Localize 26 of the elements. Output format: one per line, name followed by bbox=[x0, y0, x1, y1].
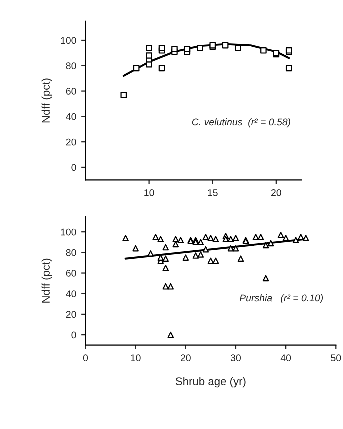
y-tick-label: 80 bbox=[66, 249, 76, 256]
annotation: C. velutinus (r² = 0.58) bbox=[192, 118, 290, 128]
y-tick-label: 20 bbox=[66, 311, 76, 318]
x-tick-label: 10 bbox=[144, 189, 154, 196]
y-tick-label: 100 bbox=[61, 228, 76, 236]
annotation: Purshia (r² = 0.10) bbox=[240, 294, 324, 304]
y-tick-label: 0 bbox=[72, 332, 76, 339]
y-tick-label: 60 bbox=[66, 270, 76, 277]
y-axis-title: Ndff (pct) bbox=[42, 78, 52, 123]
x-tick-label: 15 bbox=[208, 190, 218, 196]
x-tick-label: 30 bbox=[230, 354, 242, 362]
y-axis-title: Ndff (pct) bbox=[42, 258, 52, 303]
x-axis-title: Shrub age (yr) bbox=[176, 377, 246, 388]
x-tick-label: 40 bbox=[280, 354, 292, 362]
x-tick-label: 50 bbox=[331, 354, 342, 362]
y-tick-label: 100 bbox=[61, 37, 76, 44]
y-tick-label: 0 bbox=[72, 164, 76, 172]
x-tick-label: 10 bbox=[131, 354, 141, 362]
y-tick-label: 80 bbox=[66, 62, 76, 70]
x-tick-label: 20 bbox=[272, 189, 282, 196]
y-tick-label: 60 bbox=[66, 88, 76, 95]
y-tick-label: 20 bbox=[66, 138, 76, 146]
x-tick-label: 0 bbox=[83, 354, 88, 362]
x-tick-label: 20 bbox=[180, 354, 191, 362]
y-tick-label: 40 bbox=[66, 290, 76, 298]
y-tick-label: 40 bbox=[66, 113, 76, 120]
